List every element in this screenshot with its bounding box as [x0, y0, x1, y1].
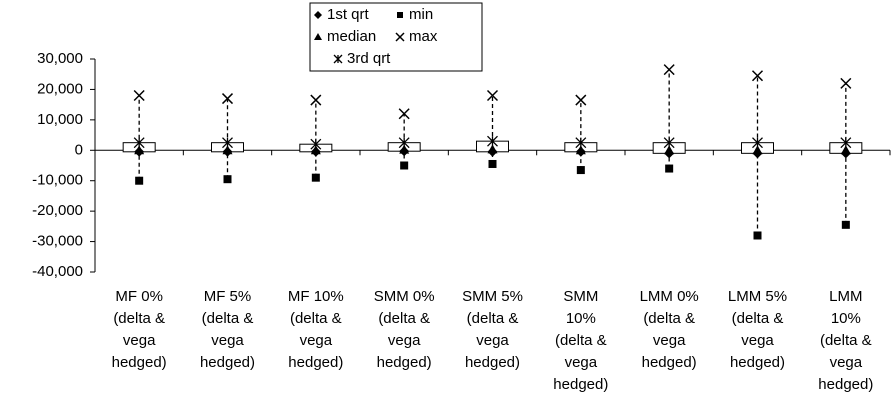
y-tick-label: -30,000: [32, 233, 83, 250]
marker-x: [751, 70, 764, 82]
y-tick-label: 30,000: [37, 50, 83, 67]
marker-asterisk: [398, 137, 410, 149]
marker-triangle: [310, 145, 321, 155]
x-tick-label: LMM 0%: [640, 288, 699, 305]
marker-diamond: [314, 11, 322, 19]
marker-triangle: [134, 145, 145, 155]
x-tick-label: (delta &: [732, 310, 784, 327]
x-tick-label: SMM 0%: [374, 288, 435, 305]
x-tick-label: vega: [300, 332, 333, 349]
x-tick-label: vega: [388, 332, 421, 349]
marker-square: [397, 12, 403, 18]
legend-label: median: [327, 28, 376, 45]
x-tick-label: MF 0%: [115, 288, 163, 305]
x-tick-label: vega: [123, 332, 156, 349]
x-tick-label: vega: [565, 354, 598, 371]
marker-asterisk: [663, 137, 675, 149]
marker-x: [663, 64, 675, 76]
marker-x: [486, 89, 499, 102]
x-tick-label: SMM: [563, 288, 598, 305]
x-tick-label: MF 5%: [204, 288, 252, 305]
x-tick-label: (delta &: [378, 310, 430, 327]
x-tick-label: hedged): [377, 354, 432, 371]
x-tick-label: vega: [741, 332, 774, 349]
marker-triangle: [222, 145, 233, 155]
x-tick-label: LMM: [829, 288, 862, 305]
x-tick-label: hedged): [288, 354, 343, 371]
legend-label: min: [409, 6, 433, 23]
legend-label: 3rd qrt: [347, 50, 391, 67]
marker-triangle: [487, 144, 498, 154]
x-tick-label: 10%: [566, 310, 596, 327]
x-tick-label: (delta &: [113, 310, 165, 327]
x-tick-label: (delta &: [820, 332, 872, 349]
marker-x: [221, 93, 234, 105]
marker-square: [400, 161, 409, 170]
marker-x: [398, 108, 410, 120]
x-tick-label: (delta &: [555, 332, 607, 349]
marker-triangle: [314, 33, 322, 40]
y-tick-label: 10,000: [37, 111, 83, 128]
x-tick-label: SMM 5%: [462, 288, 523, 305]
x-tick-label: MF 10%: [288, 288, 344, 305]
marker-square: [576, 166, 585, 175]
x-tick-label: hedged): [112, 354, 167, 371]
marker-triangle: [664, 145, 675, 155]
legend-label: max: [409, 28, 438, 45]
marker-asterisk: [222, 137, 233, 149]
marker-triangle: [752, 145, 763, 155]
legend-box: [309, 2, 483, 72]
legend: 1st qrt min median max 3rd qrt: [309, 2, 483, 72]
marker-square: [488, 159, 497, 168]
x-tick-label: vega: [830, 354, 863, 371]
marker-square: [665, 164, 674, 173]
marker-asterisk: [575, 137, 587, 149]
marker-asterisk: [752, 137, 763, 149]
legend-label: 1st qrt: [327, 6, 370, 23]
y-tick-label: 20,000: [37, 80, 83, 97]
marker-asterisk: [133, 137, 145, 149]
y-tick-label: -10,000: [32, 172, 83, 189]
x-tick-label: hedged): [553, 376, 608, 393]
y-tick-label: 0: [75, 141, 83, 158]
x-tick-label: hedged): [818, 376, 873, 393]
x-tick-label: hedged): [465, 354, 520, 371]
x-tick-label: (delta &: [467, 310, 519, 327]
marker-triangle: [575, 145, 586, 155]
x-tick-label: (delta &: [290, 310, 342, 327]
x-tick-label: vega: [653, 332, 686, 349]
y-tick-label: -20,000: [32, 202, 83, 219]
marker-x: [395, 32, 405, 42]
x-tick-label: (delta &: [643, 310, 695, 327]
marker-triangle: [399, 144, 410, 154]
marker-square: [135, 176, 144, 185]
x-tick-label: (delta &: [202, 310, 254, 327]
marker-square: [753, 231, 762, 240]
x-tick-label: hedged): [730, 354, 785, 371]
y-tick-label: -40,000: [32, 263, 83, 280]
marker-asterisk: [487, 135, 498, 147]
x-tick-label: vega: [476, 332, 509, 349]
marker-x: [133, 89, 145, 102]
marker-x: [840, 77, 852, 89]
marker-asterisk: [310, 138, 322, 150]
marker-x: [310, 94, 322, 106]
x-tick-label: LMM 5%: [728, 288, 787, 305]
marker-triangle: [840, 145, 851, 155]
marker-square: [841, 220, 850, 229]
x-tick-label: hedged): [642, 354, 697, 371]
x-tick-label: vega: [211, 332, 244, 349]
marker-square: [223, 175, 232, 184]
x-tick-label: 10%: [831, 310, 861, 327]
marker-square: [311, 173, 320, 182]
x-tick-label: hedged): [200, 354, 255, 371]
marker-x: [575, 94, 587, 106]
marker-asterisk: [840, 137, 852, 149]
marker-asterisk: [333, 54, 343, 64]
